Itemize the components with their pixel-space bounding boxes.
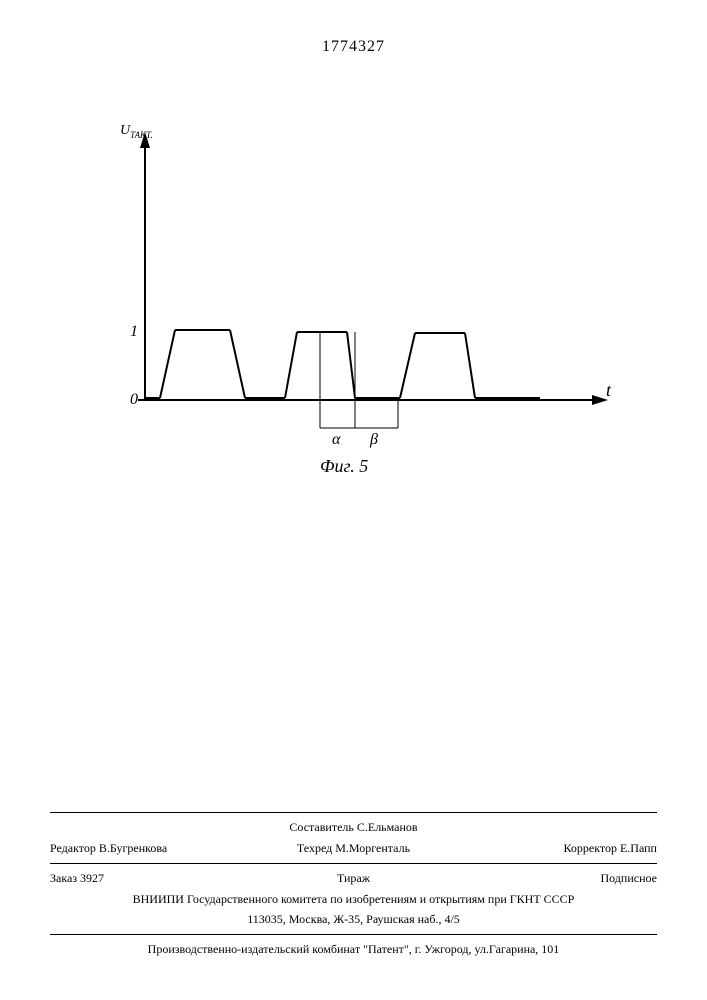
footer-tirazh: Тираж <box>252 870 454 887</box>
footer-empty <box>455 819 657 836</box>
footer-order: Заказ 3927 <box>50 870 252 887</box>
timing-diagram: 1 0 UТАКТ. t α β Фиг. 5 <box>90 120 620 500</box>
footer-org2: 113035, Москва, Ж-35, Раушская наб., 4/5 <box>50 909 657 930</box>
document-number: 1774327 <box>0 38 707 56</box>
footer-editor-name: Редактор В.Бугренкова <box>50 840 252 857</box>
tick-0: 0 <box>130 391 138 408</box>
beta-label: β <box>369 431 378 448</box>
alpha-label: α <box>332 431 341 448</box>
footer-org1: ВНИИПИ Государственного комитета по изоб… <box>50 889 657 910</box>
footer-tehred: Техред М.Моргенталь <box>252 840 454 857</box>
footer-corrector: Корректор Е.Папп <box>455 840 657 857</box>
tick-1: 1 <box>130 323 138 340</box>
footer-row-2: Редактор В.Бугренкова Техред М.Моргентал… <box>50 838 657 859</box>
footer-editor <box>50 819 252 836</box>
figure-caption: Фиг. 5 <box>320 456 368 476</box>
footer-compiler: Составитель С.Ельманов <box>252 819 454 836</box>
footer-row-1: Составитель С.Ельманов <box>50 817 657 838</box>
footer-row-3: Заказ 3927 Тираж Подписное <box>50 868 657 889</box>
page: 1774327 <box>0 0 707 1000</box>
y-axis-label: UТАКТ. <box>120 123 153 140</box>
x-axis-label: t <box>606 380 612 400</box>
figure-5: 1 0 UТАКТ. t α β Фиг. 5 <box>90 120 620 500</box>
footer-block: Составитель С.Ельманов Редактор В.Бугрен… <box>50 808 657 960</box>
footer-org3: Производственно-издательский комбинат "П… <box>50 939 657 960</box>
footer-subscription: Подписное <box>455 870 657 887</box>
